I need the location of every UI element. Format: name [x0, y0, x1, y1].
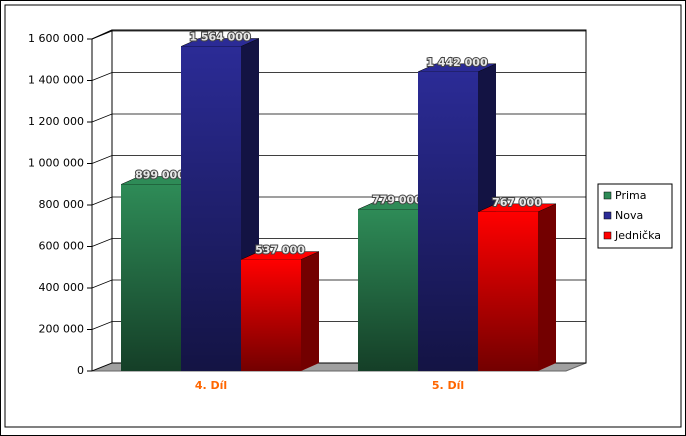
data-label: 779 000: [372, 193, 422, 206]
y-tick-label: 400 000: [39, 281, 85, 294]
chart-area: [4, 4, 682, 428]
data-label: 899 000: [135, 168, 185, 181]
legend-swatch: [603, 211, 612, 220]
legend-swatch: [603, 191, 612, 200]
data-label: 1 564 000: [189, 30, 251, 43]
bar-shade: [121, 184, 181, 371]
bar-shade: [181, 46, 241, 371]
grid-line: [91, 30, 586, 40]
data-label: 767 000: [492, 196, 542, 209]
data-label: 1 442 000: [426, 56, 488, 69]
data-label: 537 000: [255, 244, 305, 257]
y-tick-label: 1 600 000: [28, 32, 84, 45]
legend-label: Nova: [615, 209, 643, 222]
y-tick-label: 800 000: [39, 198, 85, 211]
y-tick-label: 1 200 000: [28, 115, 84, 128]
legend-swatch: [603, 231, 612, 240]
legend-label: Jednička: [614, 229, 661, 242]
y-tick-label: 1 000 000: [28, 157, 84, 170]
bar-shade: [358, 209, 418, 371]
y-tick-label: 1 400 000: [28, 74, 84, 87]
x-tick-label: 5. Díl: [432, 379, 464, 392]
bar-side-shade: [301, 251, 319, 371]
bar-shade: [241, 259, 301, 371]
y-tick-label: 200 000: [39, 323, 85, 336]
legend-label: Prima: [615, 189, 646, 202]
y-tick-label: 0: [77, 364, 84, 377]
bar-shade: [478, 211, 538, 371]
x-tick-label: 4. Díl: [195, 379, 227, 392]
bar-shade: [418, 71, 478, 371]
bar-side-shade: [538, 203, 556, 371]
y-tick-label: 600 000: [39, 240, 85, 253]
